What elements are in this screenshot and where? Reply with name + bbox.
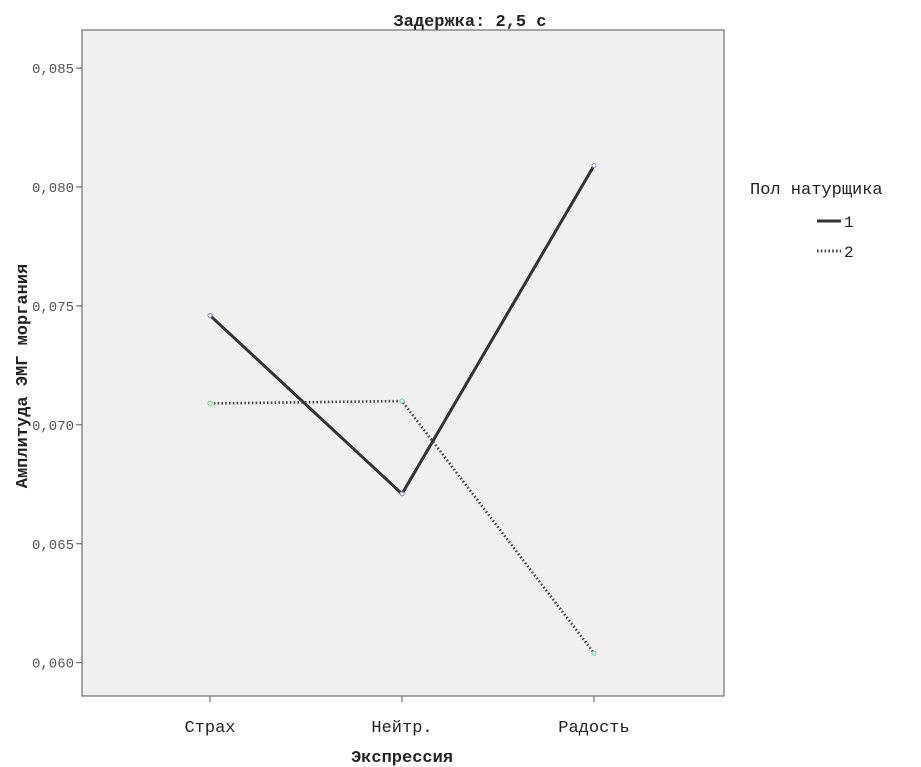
y-tick-label-2: 0,070 xyxy=(32,419,74,435)
y-axis: 0,060 0,065 0,070 0,075 0,080 0,085 xyxy=(32,62,82,673)
y-tick-label-5: 0,085 xyxy=(32,62,74,78)
x-tick-label-1: Нейтр. xyxy=(371,719,432,738)
x-tick-label-2: Радость xyxy=(558,719,629,738)
series-2-point-2 xyxy=(591,650,597,656)
series-line-2 xyxy=(209,399,596,654)
series-2-point-0 xyxy=(207,400,213,406)
legend-label-series-2: 2 xyxy=(844,244,854,262)
y-tick-label-0: 0,060 xyxy=(32,657,74,673)
y-tick-label-1: 0,065 xyxy=(32,538,74,554)
legend: Пол натурщика 1 2 xyxy=(750,181,883,262)
y-tick-label-3: 0,075 xyxy=(32,300,74,316)
legend-title: Пол натурщика xyxy=(750,181,883,200)
y-tick-label-4: 0,080 xyxy=(32,181,74,197)
y-axis-label: Амплитуда ЭМГ моргания xyxy=(14,264,33,488)
chart-title: Задержка: 2,5 с xyxy=(393,13,546,32)
series-1-point-0 xyxy=(207,312,213,318)
legend-label-series-1: 1 xyxy=(844,214,854,232)
series-layer xyxy=(207,163,597,656)
series-2-point-1 xyxy=(399,398,405,404)
x-tick-label-0: Страх xyxy=(184,719,235,738)
series-1-point-2 xyxy=(591,163,597,169)
plot-area xyxy=(81,29,725,697)
x-axis: Страх Нейтр. Радость xyxy=(184,696,630,738)
x-axis-label: Экспрессия xyxy=(351,749,453,767)
series-1-point-1 xyxy=(399,491,405,497)
